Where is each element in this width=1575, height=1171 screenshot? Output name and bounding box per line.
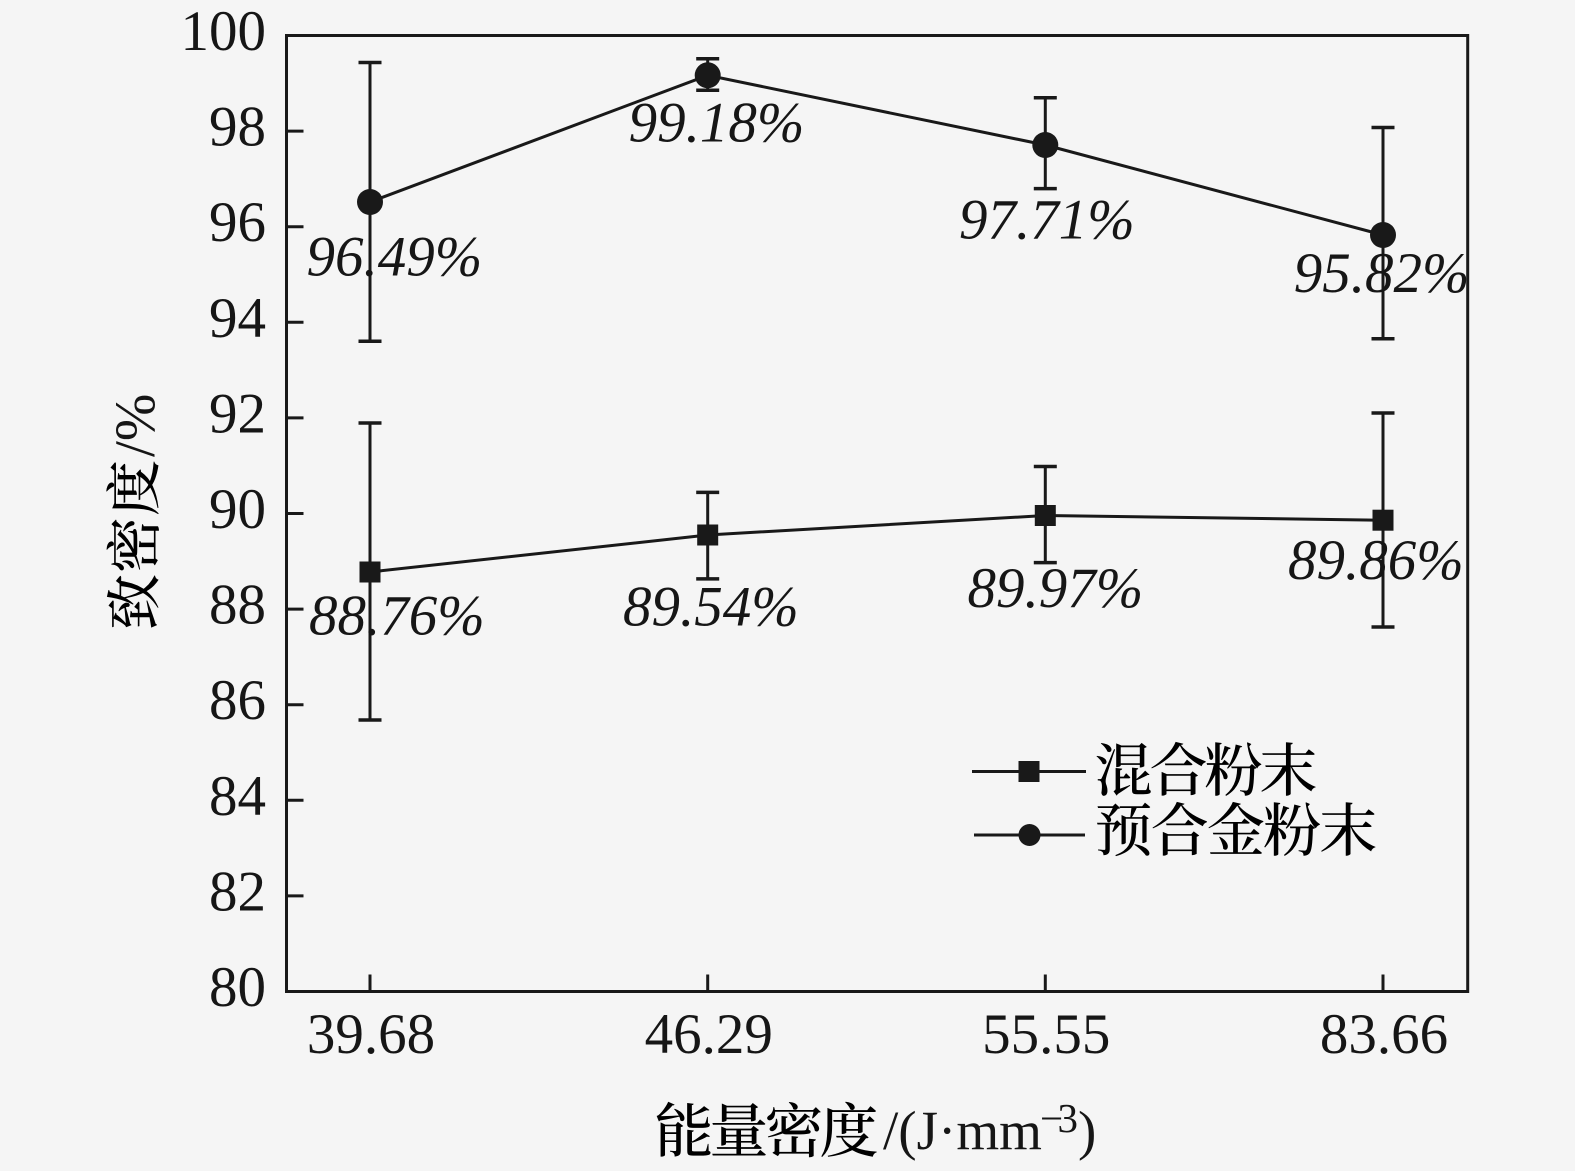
svg-text:39.68: 39.68: [307, 1003, 435, 1066]
svg-text:−: −: [1040, 1095, 1063, 1141]
svg-text:82: 82: [209, 860, 266, 923]
svg-text:97.71%: 97.71%: [959, 189, 1135, 252]
svg-text:/%: /%: [104, 394, 167, 457]
svg-text:99.18%: 99.18%: [629, 92, 805, 155]
svg-text:96: 96: [209, 191, 266, 254]
svg-text:55.55: 55.55: [982, 1003, 1110, 1066]
svg-text:80: 80: [209, 956, 266, 1019]
svg-text:98: 98: [209, 96, 266, 159]
svg-text:94: 94: [209, 287, 266, 350]
svg-text:92: 92: [209, 382, 266, 445]
svg-text:100: 100: [181, 0, 267, 63]
svg-text:3: 3: [1058, 1095, 1079, 1141]
svg-text:89.86%: 89.86%: [1288, 529, 1464, 592]
svg-text:95.82%: 95.82%: [1294, 242, 1470, 305]
svg-text:46.29: 46.29: [645, 1003, 773, 1066]
svg-text:90: 90: [209, 478, 266, 541]
svg-text:86: 86: [209, 669, 266, 732]
svg-text:89.97%: 89.97%: [968, 557, 1144, 620]
svg-text:/(J·mm: /(J·mm: [883, 1100, 1042, 1161]
svg-text:): ): [1078, 1100, 1096, 1161]
svg-text:96.49%: 96.49%: [307, 226, 483, 289]
svg-text:84: 84: [209, 765, 266, 828]
svg-text:83.66: 83.66: [1320, 1003, 1448, 1066]
svg-text:88.76%: 88.76%: [309, 585, 485, 648]
svg-text:89.54%: 89.54%: [623, 576, 799, 639]
svg-text:88: 88: [209, 574, 266, 637]
